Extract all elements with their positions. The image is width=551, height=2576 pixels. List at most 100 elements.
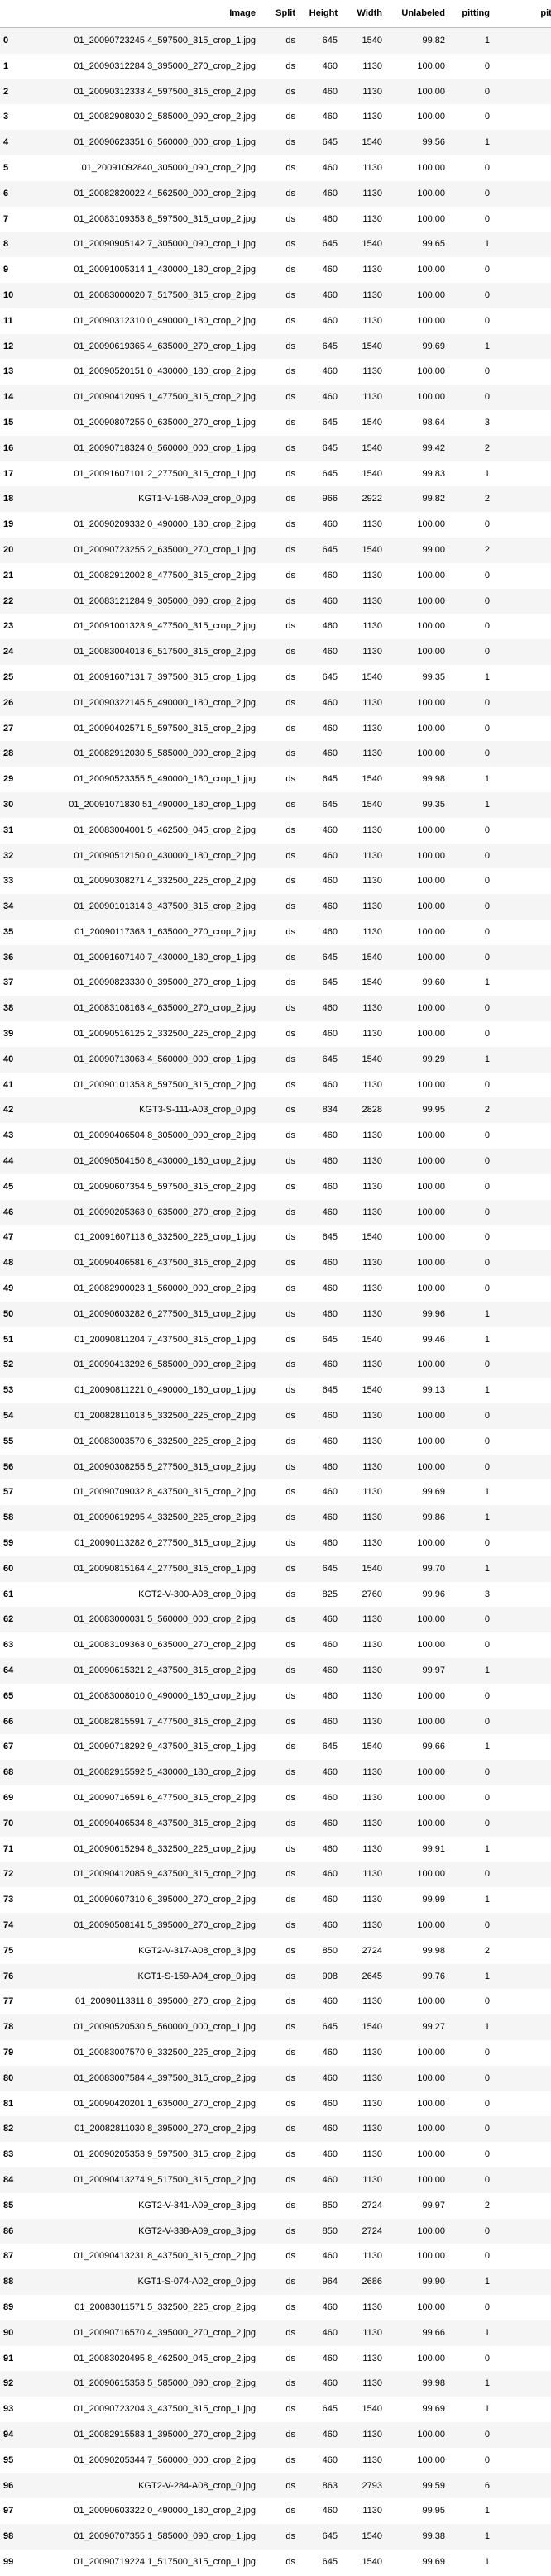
table-cell: 1130 [340,690,385,716]
table-cell: 99.98 [385,767,448,792]
table-cell: 1130 [340,1607,385,1633]
table-row: 61 KGT2-V-300-A08_crop_0.jpg ds 825 2760 99.9… [0,1581,551,1608]
table-cell: ds [258,308,298,334]
table-cell: 1 [448,461,492,487]
table-cell: 0 [448,2421,492,2448]
table-cell: 0.00 [492,1123,551,1149]
table-cell: 1130 [340,1760,385,1785]
table-cell: 100.00 [385,562,448,589]
row-index: 89 [0,2294,33,2320]
table-cell: 01_20083003570 6_332500_225_crop_2.jpg [33,1428,258,1455]
table-cell: 01_20083011571 5_332500_225_crop_2.jpg [33,2294,258,2320]
table-row: 53 01_20090811221 0_490000_180_crop_1.jpg… [0,1378,551,1404]
table-cell: 01_20090420201 1_635000_270_crop_2.jpg [33,2091,258,2117]
table-cell: 1130 [340,2320,385,2346]
table-row: 80 01_20083007584 4_397500_315_crop_2.jpg… [0,2065,551,2091]
row-index: 13 [0,359,33,385]
table-cell: ds [258,1276,298,1302]
table-cell: 460 [298,1887,340,1913]
row-index: 96 [0,2473,33,2499]
table-cell: 460 [298,868,340,895]
table-cell: ds [258,2524,298,2550]
table-cell: 1 [448,2371,492,2397]
table-cell: 0 [448,155,492,181]
table-cell: 100.00 [385,257,448,283]
table-cell: ds [258,562,298,589]
table-cell: ds [258,944,298,971]
table-row: 94 01_20082915583 1_395000_270_crop_2.jpg… [0,2421,551,2448]
table-cell: ds [258,1428,298,1455]
table-cell: ds [258,1149,298,1174]
table-cell: 100.00 [385,2294,448,2320]
table-cell: KGT2-V-317-A08_crop_3.jpg [33,1938,258,1964]
table-cell: 100.00 [385,690,448,716]
table-cell: ds [258,715,298,742]
table-cell: ds [258,1785,298,1811]
row-index: 64 [0,1658,33,1684]
table-cell: 3 [448,1581,492,1608]
table-cell: 100.00 [385,843,448,869]
table-cell: 0.00 [492,614,551,640]
table-cell: 01_20090719224 1_517500_315_crop_1.jpg [33,2549,258,2575]
table-cell: 99.86 [385,1505,448,1532]
table-cell: 825 [298,1581,340,1608]
table-row: 58 01_20090619295 4_332500_225_crop_2.jpg… [0,1505,551,1532]
table-cell: 99.35 [385,664,448,691]
table-cell: 0.00 [492,1989,551,2015]
row-index: 40 [0,1046,33,1073]
table-row: 42 KGT3-S-111-A03_crop_0.jpg ds 834 2828 99.9… [0,1097,551,1124]
table-cell: 0.00 [492,1072,551,1098]
column-header: Image [33,0,258,28]
table-cell: 01_20083007570 9_332500_225_crop_2.jpg [33,2039,258,2066]
table-cell: 2724 [340,2192,385,2219]
table-cell: 1130 [340,1072,385,1098]
table-cell: 2 [448,1938,492,1964]
table-cell: 01_20083008010 0_490000_180_crop_2.jpg [33,1683,258,1709]
table-cell: 100.00 [385,2116,448,2143]
row-index: 24 [0,639,33,665]
table-row: 91 01_20083020495 8_462500_045_crop_2.jpg… [0,2345,551,2372]
row-index: 6 [0,180,33,207]
table-cell: 645 [298,461,340,487]
table-cell: ds [258,1760,298,1785]
table-cell: 0.03 [492,2192,551,2219]
table-cell: 460 [298,1250,340,1277]
table-cell: 1130 [340,2498,385,2525]
table-cell: 460 [298,1810,340,1837]
table-cell: 1130 [340,257,385,283]
table-cell: 0 [448,715,492,742]
table-cell: 0.00 [492,2244,551,2270]
table-cell: 1130 [340,817,385,844]
table-cell: 1130 [340,180,385,207]
table-cell: 0 [448,2447,492,2473]
table-cell: 460 [298,1199,340,1226]
table-cell: 0 [448,1173,492,1200]
table-cell: 460 [298,715,340,742]
table-cell: 1130 [340,1479,385,1506]
table-row: 60 01_20090815164 4_277500_315_crop_1.jpg… [0,1556,551,1582]
table-cell: ds [258,1862,298,1888]
table-cell: 1130 [340,1709,385,1735]
table-cell: 01_20091607131 7_397500_315_crop_1.jpg [33,664,258,691]
table-cell: 1540 [340,27,385,54]
table-cell: ds [258,767,298,792]
table-cell: ds [258,2421,298,2448]
table-header: Image Split Height Width Unlabeled pitting pit… [0,0,551,28]
table-cell: ds [258,1199,298,1226]
table-cell: 1130 [340,1683,385,1709]
table-cell: 100.00 [385,919,448,945]
table-cell: 01_20082820022 4_562500_000_crop_2.jpg [33,180,258,207]
table-cell: 100.00 [385,1683,448,1709]
row-index: 76 [0,1963,33,1990]
row-index: 97 [0,2498,33,2525]
table-cell: 1130 [340,385,385,410]
table-cell: 01_20090815164 4_277500_315_crop_1.jpg [33,1556,258,1582]
table-cell: 460 [298,2447,340,2473]
table-cell: 1130 [340,1352,385,1379]
row-index: 14 [0,385,33,410]
table-cell: ds [258,1556,298,1582]
table-cell: 460 [298,2294,340,2320]
table-cell: 1130 [340,2039,385,2066]
table-cell: 99.65 [385,232,448,258]
